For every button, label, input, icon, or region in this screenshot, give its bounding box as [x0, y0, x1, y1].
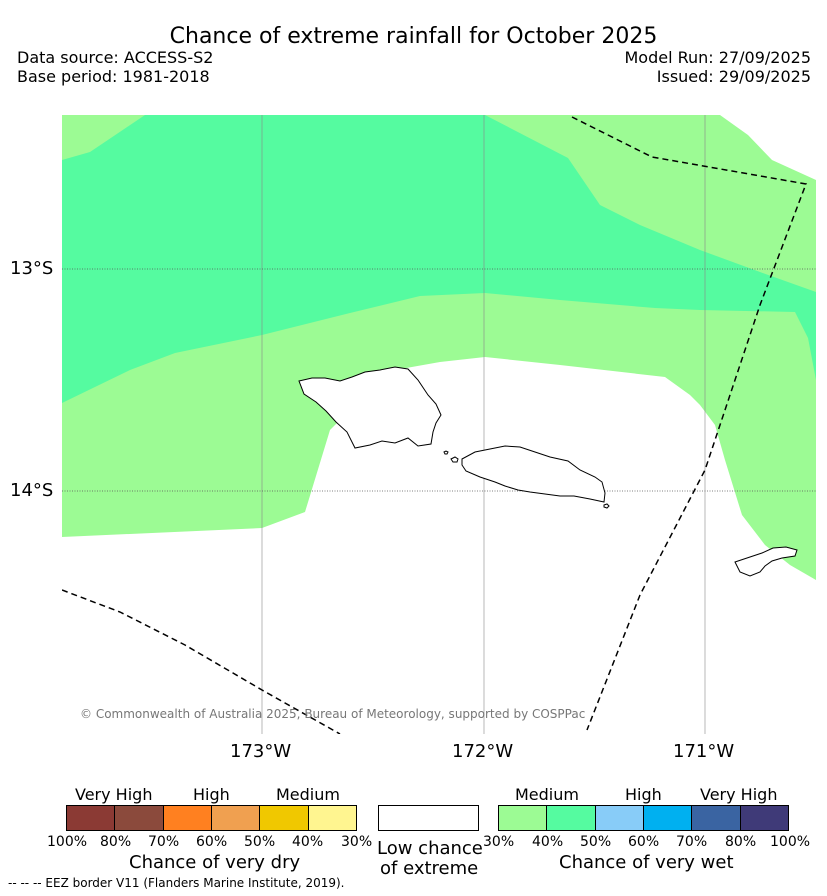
wet-swatch-3 — [595, 806, 644, 830]
dry-legend-title: Chance of very dry — [129, 852, 301, 873]
base-period: Base period: 1981-2018 — [17, 67, 210, 86]
island-tutuila — [734, 546, 798, 577]
copyright-notice: © Commonwealth of Australia 2025, Bureau… — [80, 707, 585, 721]
issued-date: Issued: 29/09/2025 — [656, 67, 811, 86]
data-source: Data source: ACCESS-S2 — [17, 48, 214, 67]
dry-cat-medium: Medium — [276, 785, 340, 804]
wet-pct-5: 80% — [725, 834, 757, 850]
wet-cat-very-high: Very High — [700, 785, 778, 804]
island-savaii — [298, 366, 442, 449]
dry-pct-5: 40% — [292, 834, 324, 850]
islet-manono — [450, 456, 459, 463]
dry-colorbar — [66, 805, 357, 831]
dry-pct-1: 80% — [100, 834, 132, 850]
low-chance-line1: Low chance — [377, 838, 483, 859]
wet-legend-title: Chance of very wet — [559, 852, 734, 873]
lat-label-13s: 13°S — [10, 258, 54, 279]
wet-colorbar — [498, 805, 789, 831]
dry-swatch-4 — [211, 806, 261, 830]
lon-label-172w: 172°W — [452, 741, 514, 762]
wet-swatch-1 — [499, 806, 548, 830]
model-run: Model Run: 27/09/2025 — [624, 48, 812, 67]
medium-wet-region-dark — [62, 115, 816, 403]
eez-border-east — [571, 116, 808, 731]
dry-swatch-2 — [115, 806, 164, 830]
lat-label-14s: 14°S — [10, 480, 54, 501]
wet-cat-high: High — [625, 785, 662, 804]
dry-swatch-1 — [67, 806, 116, 830]
dry-pct-0: 100% — [47, 834, 88, 850]
island-upolu — [461, 445, 606, 503]
wet-swatch-2 — [547, 806, 596, 830]
wet-pct-6: 100% — [770, 834, 811, 850]
low-chance-line2: of extreme — [380, 858, 479, 879]
dry-pct-3: 60% — [196, 834, 228, 850]
wet-pct-0: 30% — [483, 834, 515, 850]
wet-swatch-5 — [692, 806, 741, 830]
wet-pct-1: 40% — [532, 834, 564, 850]
lon-label-171w: 171°W — [673, 741, 735, 762]
low-chance-swatch — [378, 805, 479, 831]
islet-apolima — [443, 450, 449, 455]
wet-pct-2: 50% — [580, 834, 612, 850]
wet-swatch-4 — [643, 806, 693, 830]
wet-cat-medium: Medium — [515, 785, 579, 804]
eez-footnote: -- -- -- EEZ border V11 (Flanders Marine… — [8, 876, 345, 890]
eez-border-south — [62, 589, 341, 734]
dry-swatch-5 — [260, 806, 309, 830]
dry-pct-6: 30% — [341, 834, 373, 850]
dry-swatch-6 — [308, 806, 356, 830]
wet-swatch-6 — [740, 806, 788, 830]
dry-cat-very-high: Very High — [75, 785, 153, 804]
dry-pct-2: 70% — [148, 834, 180, 850]
dry-cat-high: High — [193, 785, 230, 804]
wet-pct-4: 70% — [676, 834, 708, 850]
dry-pct-4: 50% — [244, 834, 276, 850]
wet-pct-3: 60% — [628, 834, 660, 850]
map-title: Chance of extreme rainfall for October 2… — [169, 24, 658, 49]
dry-swatch-3 — [163, 806, 212, 830]
islet-east — [603, 503, 610, 509]
lon-label-173w: 173°W — [230, 741, 292, 762]
